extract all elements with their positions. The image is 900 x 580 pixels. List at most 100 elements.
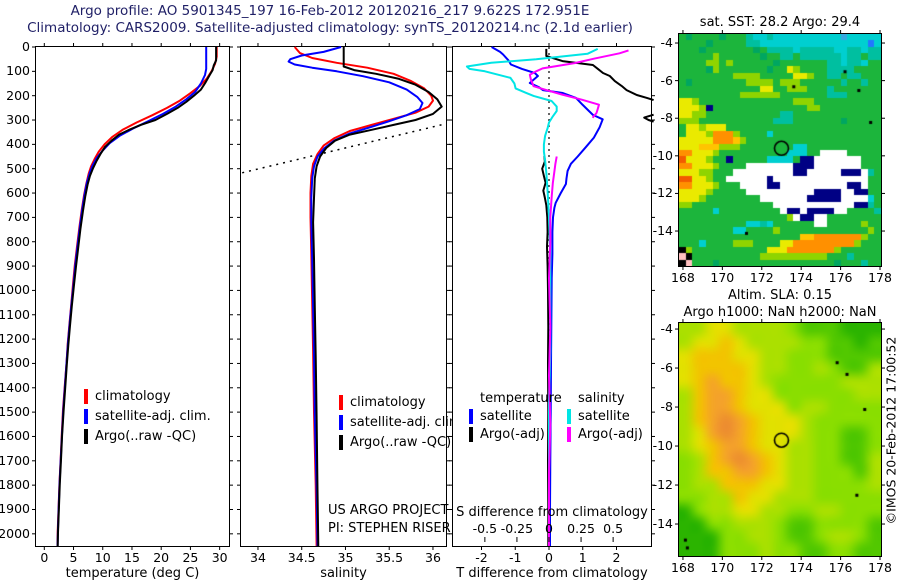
y-tick-label: 600 <box>6 185 30 201</box>
legend-group-title: temperature <box>480 391 562 406</box>
y-tick-label: -14 <box>652 516 673 532</box>
y-tick-label: 0 <box>22 39 30 54</box>
legend-swatch <box>339 415 343 430</box>
sst-map-image <box>679 34 881 266</box>
x-tick-label: 176 <box>828 270 853 285</box>
x-tick-label: 170 <box>710 560 735 575</box>
secondary-tick-label: 0.5 <box>603 521 624 536</box>
x-tick-label: 10 <box>94 550 111 565</box>
difference-profile-x-axis-label: T difference from climatology <box>456 566 648 580</box>
y-tick-label: 100 <box>6 63 30 79</box>
secondary-tick-label: -0.5 <box>472 521 498 536</box>
legend-swatch <box>84 429 88 444</box>
legend-label: climatology <box>350 395 426 410</box>
x-tick-label: 174 <box>789 270 814 285</box>
panel-annotation: PI: STEPHEN RISER <box>328 521 451 536</box>
x-tick-label: 168 <box>671 270 695 285</box>
series-argo-raw <box>56 47 218 547</box>
y-tick-label: 1900 <box>0 501 30 517</box>
secondary-axis-label: S difference from climatology <box>456 505 648 520</box>
y-tick-label: -12 <box>652 477 673 493</box>
legend-group-title: salinity <box>578 391 625 406</box>
legend-swatch <box>567 409 571 424</box>
legend-label: Argo(-adj) <box>578 427 643 442</box>
y-tick-label: -10 <box>652 438 673 454</box>
x-tick-label: 25 <box>182 550 199 565</box>
x-tick-label: 34.5 <box>287 550 316 565</box>
legend-label: Argo(..raw -QC) <box>350 435 452 450</box>
legend-label: satellite <box>480 409 532 424</box>
y-tick-label: 1300 <box>0 355 30 371</box>
y-tick-label: 1200 <box>0 331 30 347</box>
difference-profile-plot <box>449 43 655 550</box>
imos-watermark: ©IMOS 20-Feb-2012 17:00:52 <box>883 336 899 525</box>
series-s-diff-satellite <box>465 47 599 546</box>
x-tick-label: 168 <box>671 560 695 575</box>
series-argo-raw <box>312 47 443 547</box>
x-tick-label: 178 <box>868 560 892 575</box>
y-tick-label: 1100 <box>0 306 30 322</box>
temperature-profile-plot <box>32 43 233 550</box>
series-satellite-adjusted-climatology <box>287 46 424 547</box>
legend-swatch <box>339 395 343 410</box>
y-tick-label: 800 <box>6 233 30 249</box>
legend-swatch <box>469 427 473 442</box>
x-tick-label: 34 <box>250 550 266 565</box>
sla-map-title: Altim. SLA: 0.15 <box>727 288 833 303</box>
x-tick-label: 172 <box>749 560 774 575</box>
y-tick-label: 1500 <box>0 404 30 420</box>
secondary-tick-label: 0 <box>545 521 553 536</box>
figure-title-line1: Argo profile: AO 5901345_197 16-Feb-2012… <box>70 3 590 19</box>
x-tick-label: 1 <box>578 550 587 565</box>
legend-swatch <box>84 389 88 404</box>
sst-map-title: sat. SST: 28.2 Argo: 29.4 <box>699 15 861 30</box>
figure-title-line2: Climatology: CARS2009. Satellite-adjuste… <box>27 20 633 36</box>
legend-label: climatology <box>95 389 171 404</box>
temperature-profile-x-axis-label: temperature (deg C) <box>65 566 200 580</box>
legend-label: satellite-adj. clim. <box>95 409 211 424</box>
sla-map-image <box>679 323 881 556</box>
x-tick-label: 0 <box>545 550 553 565</box>
legend-label: satellite-adj. clim. <box>350 415 466 430</box>
legend-label: Argo(-adj) <box>480 427 545 442</box>
x-tick-label: 5 <box>69 550 78 565</box>
legend-swatch <box>567 427 571 442</box>
sla-map-axes <box>675 319 885 560</box>
x-tick-label: -2 <box>475 550 488 565</box>
y-tick-label: 400 <box>6 136 30 152</box>
y-tick-label: -8 <box>660 399 673 415</box>
y-tick-label: 300 <box>6 112 30 128</box>
y-tick-label: -4 <box>660 321 673 337</box>
x-tick-label: 174 <box>789 560 814 575</box>
y-tick-label: 1000 <box>0 282 30 298</box>
y-tick-label: -6 <box>660 360 673 376</box>
x-tick-label: 35 <box>337 550 354 565</box>
x-tick-label: 30 <box>211 550 228 565</box>
series-t-diff-argo-upper <box>545 48 654 102</box>
y-tick-label: -4 <box>660 35 673 51</box>
series-extrapolation-dotted <box>242 122 447 174</box>
y-tick-label: 1600 <box>0 428 30 444</box>
x-tick-label: 172 <box>749 270 774 285</box>
sla-map-subtitle: Argo h1000: NaN h2000: NaN <box>683 305 877 320</box>
series-t-diff-argo-mid <box>643 113 654 123</box>
y-tick-label: 900 <box>6 258 30 274</box>
x-tick-label: 36 <box>425 550 441 565</box>
x-tick-label: -1 <box>509 550 522 565</box>
y-tick-label: 2000 <box>0 525 30 541</box>
y-tick-label: -12 <box>652 185 673 201</box>
x-tick-label: 0 <box>40 550 49 565</box>
panel-annotation: US ARGO PROJECT <box>328 503 449 518</box>
series-climatology <box>56 47 218 547</box>
series-t-diff-argo-deep <box>541 155 550 546</box>
sst-map-axes <box>675 30 885 270</box>
secondary-tick-label: 0.25 <box>567 521 595 536</box>
series-s-diff-argo-deep <box>548 156 558 546</box>
y-tick-label: 700 <box>6 209 30 225</box>
y-tick-label: 1400 <box>0 379 30 395</box>
x-tick-label: 176 <box>828 560 853 575</box>
series-s-diff-argo-upper <box>528 49 629 119</box>
y-tick-label: 1700 <box>0 452 30 468</box>
x-tick-label: 170 <box>710 270 735 285</box>
